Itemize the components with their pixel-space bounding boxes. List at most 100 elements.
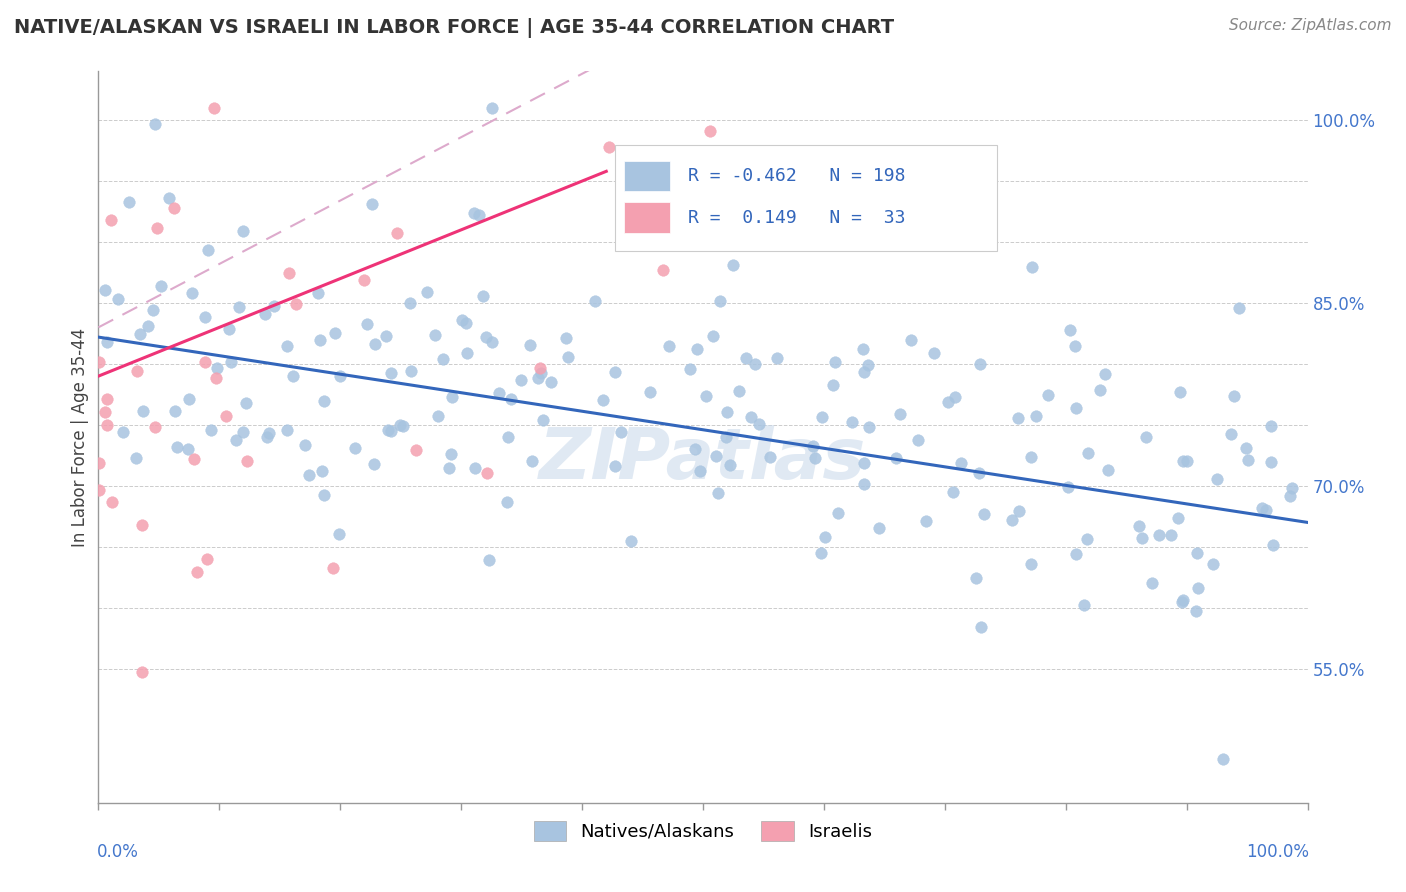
Point (942, 485, 965, 500)
Point (186, 565, 208, 579)
Point (202, 101, 225, 115)
Point (118, 194, 141, 209)
Point (824, 355, 846, 369)
Point (143, 419, 166, 434)
Point (706, 485, 728, 500)
Point (131, 665, 153, 680)
Point (721, 259, 744, 273)
Point (1021, 260, 1043, 275)
Point (827, 507, 849, 521)
Point (307, 285, 329, 300)
Point (437, 461, 460, 475)
Point (1260, 418, 1282, 433)
Point (464, 461, 486, 475)
Point (943, 391, 966, 405)
Point (440, 390, 463, 404)
Point (136, 318, 159, 333)
Point (699, 124, 721, 138)
Point (1019, 450, 1042, 464)
Point (1263, 538, 1285, 552)
Point (101, 494, 124, 508)
Bar (624, 202, 671, 233)
Point (478, 553, 501, 567)
Point (1057, 480, 1080, 494)
Point (852, 342, 875, 356)
Point (609, 425, 631, 440)
Point (143, 117, 166, 131)
Point (353, 273, 375, 287)
Point (1185, 546, 1208, 560)
Point (858, 419, 880, 434)
Point (439, 447, 461, 461)
Point (716, 405, 738, 419)
Point (125, 450, 148, 465)
Point (1064, 547, 1087, 561)
Point (195, 552, 218, 566)
Point (530, 366, 553, 380)
Point (1073, 598, 1095, 612)
Point (495, 495, 517, 509)
Point (177, 392, 200, 406)
Point (1173, 592, 1195, 607)
Point (94, 283, 117, 297)
Point (263, 299, 285, 313)
Point (232, 425, 254, 439)
Point (427, 409, 450, 423)
Point (658, 339, 681, 353)
Point (471, 289, 494, 303)
Point (620, 533, 643, 548)
Point (740, 409, 762, 424)
Point (853, 456, 876, 470)
Point (886, 451, 908, 466)
Point (652, 262, 675, 277)
Point (868, 521, 890, 535)
Point (488, 385, 510, 400)
Point (686, 342, 709, 356)
Point (914, 514, 936, 528)
Point (529, 360, 551, 375)
Point (356, 318, 378, 332)
Point (519, 338, 541, 352)
Point (1094, 367, 1116, 381)
Point (475, 466, 498, 480)
Point (328, 527, 350, 541)
Point (166, 440, 188, 454)
Point (1130, 531, 1153, 545)
Point (531, 413, 554, 427)
Point (603, 365, 626, 379)
Text: NATIVE/ALASKAN VS ISRAELI IN LABOR FORCE | AGE 35-44 CORRELATION CHART: NATIVE/ALASKAN VS ISRAELI IN LABOR FORCE… (14, 18, 894, 37)
Point (228, 300, 250, 314)
Point (374, 329, 396, 343)
Point (727, 384, 749, 399)
Point (1237, 453, 1260, 467)
Point (1173, 453, 1195, 467)
Point (498, 430, 520, 444)
Point (1167, 510, 1189, 524)
Point (1212, 752, 1234, 766)
Point (387, 226, 409, 240)
Point (451, 313, 474, 327)
Point (377, 423, 399, 437)
FancyBboxPatch shape (614, 145, 997, 251)
Point (689, 464, 711, 478)
Point (853, 365, 876, 379)
Point (1202, 557, 1225, 571)
Point (856, 358, 879, 372)
Point (204, 370, 226, 384)
Point (87, 456, 110, 470)
Point (1175, 454, 1198, 468)
Point (467, 208, 489, 222)
Point (96, 418, 118, 433)
Point (125, 364, 148, 378)
Point (702, 329, 724, 343)
Point (311, 464, 333, 478)
Point (803, 450, 825, 465)
Point (1205, 472, 1227, 486)
Point (463, 205, 485, 219)
Point (276, 338, 298, 352)
Point (257, 426, 280, 441)
Point (1220, 427, 1243, 442)
Point (1059, 322, 1081, 336)
Point (969, 620, 991, 634)
Point (1260, 455, 1282, 469)
